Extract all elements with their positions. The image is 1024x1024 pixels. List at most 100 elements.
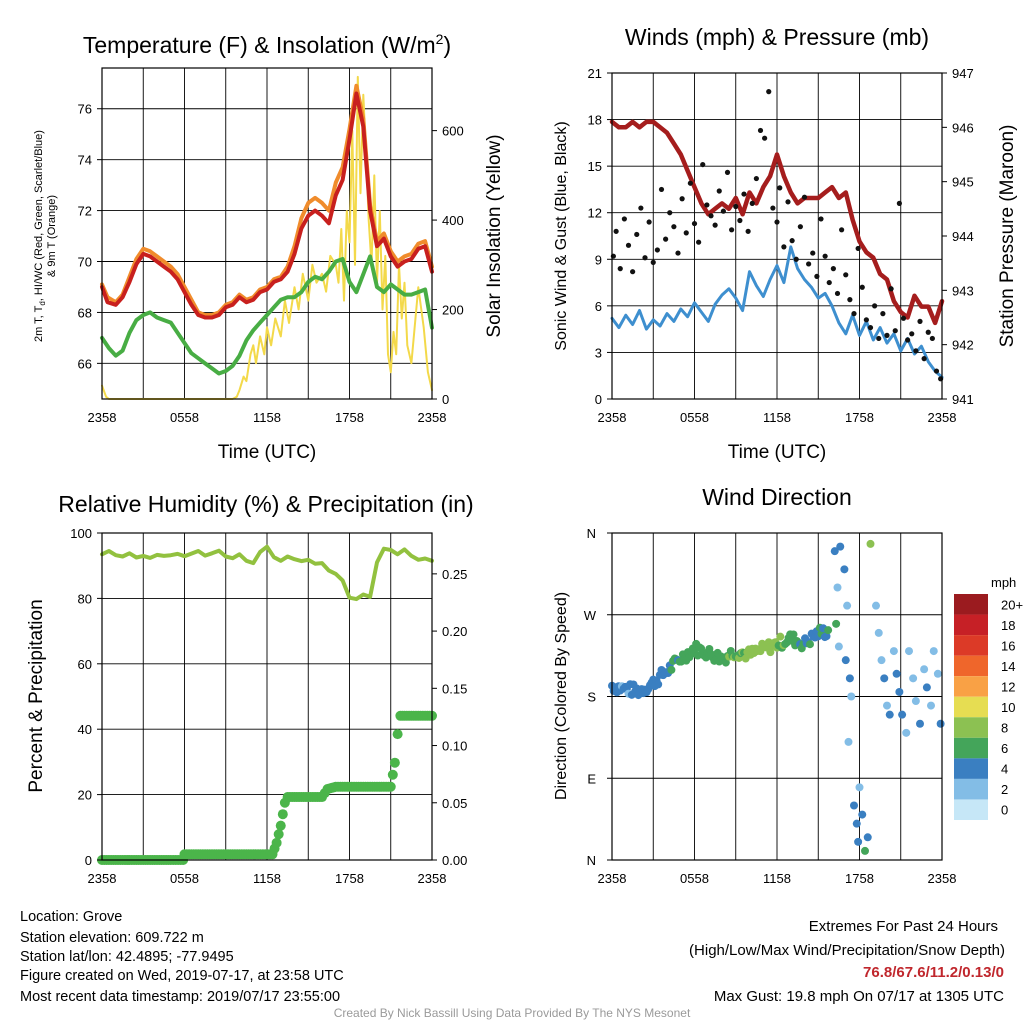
rh-precip-point bbox=[387, 769, 398, 780]
winds-gust-point bbox=[814, 273, 820, 279]
winds-gust-point bbox=[696, 239, 702, 245]
winds-gust-point bbox=[913, 348, 919, 354]
rh-precip-point bbox=[389, 757, 400, 768]
dir-point bbox=[789, 630, 798, 639]
temp-y2-tick-label: 0 bbox=[442, 392, 449, 407]
winds-gust-point bbox=[843, 272, 849, 278]
winds-x-tick-label: 2358 bbox=[928, 410, 957, 425]
winds-gust-point bbox=[646, 219, 652, 225]
winds-title: Winds (mph) & Pressure (mb) bbox=[625, 24, 929, 50]
temp-x-tick-label: 2358 bbox=[88, 410, 117, 425]
temp-y2-axis-label: Solar Insolation (Yellow) bbox=[484, 134, 505, 337]
dir-point bbox=[847, 692, 856, 701]
dir-point bbox=[667, 665, 676, 674]
temp-y-label-line1: 2m T, T bbox=[33, 305, 45, 342]
winds-gust-point bbox=[749, 200, 755, 206]
dir-point bbox=[852, 819, 861, 828]
dir-legend-label: 0 bbox=[1001, 803, 1008, 818]
winds-gust-point bbox=[613, 228, 619, 234]
winds-gust-point bbox=[872, 303, 878, 309]
dir-legend-label: 6 bbox=[1001, 741, 1008, 756]
temp-plot-area: 2358 0558 1158 1758 2358 bbox=[88, 68, 446, 425]
temp-y-label-subscript: d bbox=[38, 301, 47, 305]
temp-y-tick-label: 66 bbox=[78, 356, 92, 371]
winds-x-tick-label: 2358 bbox=[598, 410, 627, 425]
winds-gust-point bbox=[855, 245, 861, 252]
winds-gust-point bbox=[925, 329, 931, 335]
dir-point bbox=[858, 810, 867, 819]
winds-y-tick-label: 0 bbox=[595, 392, 602, 407]
dir-point bbox=[697, 644, 706, 653]
winds-y2-tick-label: 941 bbox=[952, 392, 974, 407]
dir-point bbox=[933, 669, 942, 678]
dir-point bbox=[895, 687, 904, 696]
dir-x-tick-label: 2358 bbox=[928, 871, 957, 886]
winds-pressure-line bbox=[609, 119, 945, 326]
rh-precip-point bbox=[392, 729, 403, 740]
temp-series-line bbox=[100, 91, 434, 320]
winds-x-tick-label: 0558 bbox=[680, 410, 709, 425]
winds-gust-point bbox=[691, 220, 698, 227]
winds-y2-axis-label: Station Pressure (Maroon) bbox=[997, 125, 1018, 348]
latlon-text: Station lat/lon: 42.4895; -77.9495 bbox=[20, 949, 234, 965]
winds-gust-point bbox=[737, 217, 743, 224]
winds-gust-point bbox=[834, 290, 841, 297]
dir-point bbox=[898, 710, 907, 719]
winds-gust-point bbox=[675, 250, 681, 256]
rh-plot-area: 2358 0558 1158 1758 2358 bbox=[88, 533, 447, 886]
winds-y2-tick-label: 943 bbox=[952, 283, 974, 298]
winds-y2-tick-label: 946 bbox=[952, 120, 974, 135]
dir-point bbox=[834, 642, 843, 651]
winds-gust-point bbox=[826, 279, 832, 286]
rh-y2-tick-label: 0.00 bbox=[442, 853, 467, 868]
dir-point bbox=[832, 619, 841, 628]
winds-gust-point bbox=[905, 337, 911, 343]
winds-y-tick-label: 3 bbox=[595, 345, 602, 360]
dir-point bbox=[861, 846, 869, 855]
dir-point bbox=[929, 647, 938, 656]
temp-y-label-line2: & 9m T (Orange) bbox=[46, 195, 58, 277]
dir-point bbox=[877, 656, 886, 665]
temp-title: Temperature (F) & Insolation (W/m2) bbox=[83, 31, 451, 58]
figure-created-text: Figure created on Wed, 2019-07-17, at 23… bbox=[20, 968, 344, 984]
dir-point bbox=[840, 565, 849, 574]
winds-y-tick-label: 6 bbox=[595, 299, 602, 314]
winds-gust-point bbox=[822, 253, 828, 259]
temp-x-tick-label: 1158 bbox=[253, 410, 281, 425]
winds-gust-point bbox=[720, 208, 726, 214]
winds-gust-point bbox=[625, 242, 632, 248]
winds-gust-point bbox=[630, 269, 636, 275]
winds-gust-point bbox=[863, 317, 869, 323]
temp-title-end: ) bbox=[443, 32, 451, 58]
rh-y-tick-label: 80 bbox=[78, 591, 92, 606]
winds-gust-point bbox=[884, 332, 890, 338]
dir-y-tick-label: N bbox=[587, 853, 596, 868]
dir-legend-label: 8 bbox=[1001, 721, 1008, 736]
rh-x-tick-label: 2358 bbox=[418, 871, 447, 886]
winds-y-tick-label: 15 bbox=[588, 159, 602, 174]
rh-precip-point bbox=[277, 809, 288, 820]
dir-legend-swatch bbox=[954, 696, 988, 718]
dir-legend-swatch bbox=[954, 758, 988, 779]
dir-point bbox=[936, 719, 945, 728]
dir-x-tick-label: 1758 bbox=[845, 871, 874, 886]
extremes-values: 76.8/67.6/11.2/0.13/0 bbox=[863, 964, 1004, 981]
dir-point bbox=[824, 626, 833, 635]
winds-gust-point bbox=[621, 216, 627, 222]
dir-point bbox=[866, 539, 875, 548]
extremes-title: Extremes For Past 24 Hours bbox=[808, 918, 998, 935]
dir-point bbox=[843, 601, 852, 610]
winds-gust-point bbox=[789, 238, 795, 244]
dir-point bbox=[855, 783, 864, 792]
rh-x-tick-label: 1758 bbox=[335, 871, 364, 886]
winds-gust-point bbox=[917, 318, 923, 324]
dir-point bbox=[916, 719, 924, 728]
dir-y-axis-label: Direction (Colored By Speed) bbox=[553, 592, 570, 800]
winds-gust-point bbox=[733, 203, 739, 210]
winds-gust-point bbox=[729, 227, 735, 233]
temp-y-tick-label: 72 bbox=[78, 204, 92, 219]
dir-x-tick-label: 0558 bbox=[680, 871, 709, 886]
winds-gust-point bbox=[781, 244, 787, 250]
dir-x-tick-label: 1158 bbox=[763, 871, 791, 886]
dir-point bbox=[806, 640, 814, 649]
